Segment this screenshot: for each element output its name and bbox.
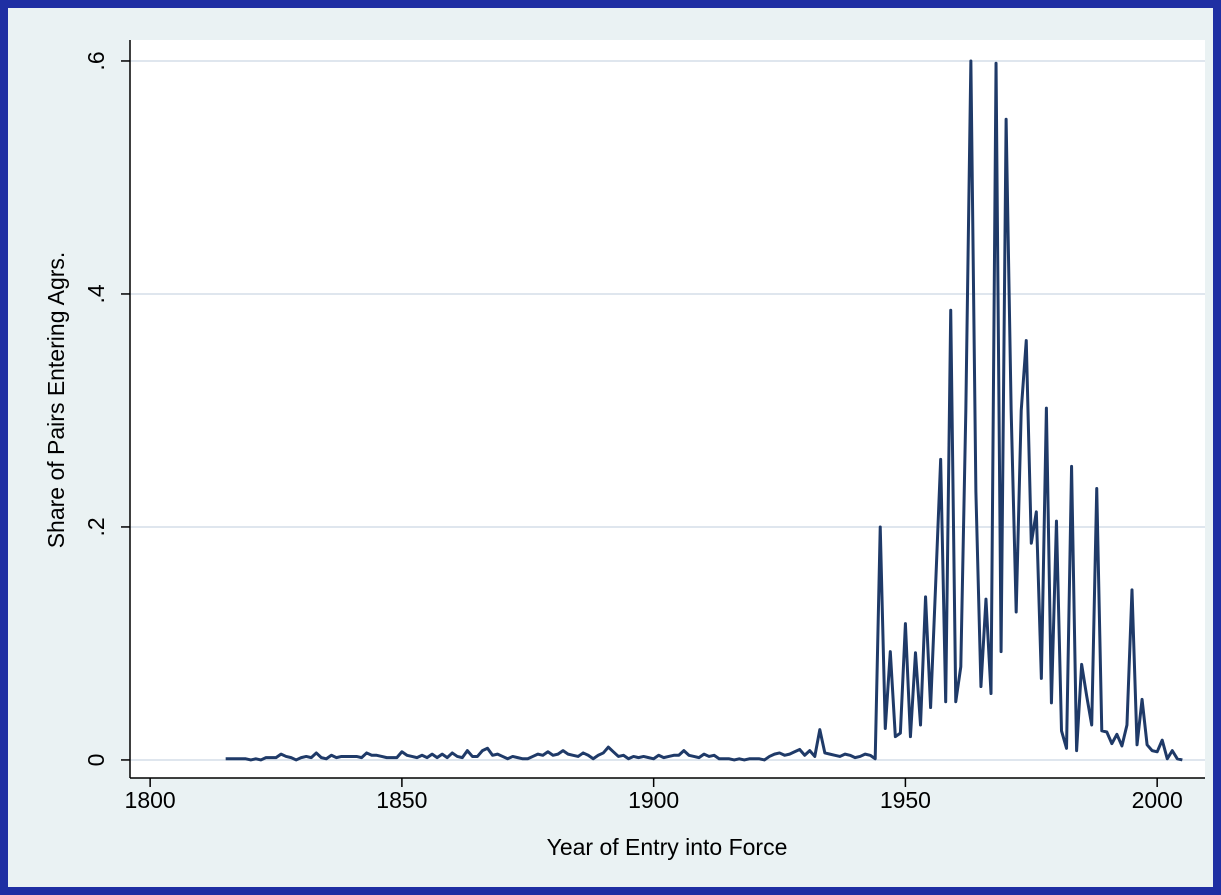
x-tick-label: 1950 xyxy=(880,787,931,813)
x-tick-label: 1900 xyxy=(628,787,679,813)
y-axis-title: Share of Pairs Entering Agrs. xyxy=(43,252,69,549)
y-tick-label: .2 xyxy=(83,517,109,536)
y-tick-label: .6 xyxy=(83,51,109,70)
y-tick-label: 0 xyxy=(83,754,109,767)
data-line xyxy=(225,59,1183,762)
x-tick-label: 2000 xyxy=(1132,787,1183,813)
x-axis-title: Year of Entry into Force xyxy=(547,834,788,860)
plot-region xyxy=(130,40,1205,778)
x-tick-label: 1850 xyxy=(376,787,427,813)
x-tick-label: 1800 xyxy=(125,787,176,813)
y-tick-label: .4 xyxy=(83,284,109,303)
